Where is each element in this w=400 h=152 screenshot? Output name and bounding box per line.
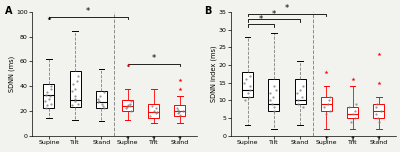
PathPatch shape — [174, 105, 186, 116]
Text: A: A — [6, 6, 13, 16]
PathPatch shape — [268, 79, 280, 111]
PathPatch shape — [70, 71, 81, 107]
PathPatch shape — [242, 72, 253, 97]
Text: *: * — [86, 7, 90, 16]
Text: †: † — [351, 136, 354, 142]
PathPatch shape — [373, 104, 384, 118]
Text: †: † — [152, 136, 156, 142]
Text: *: * — [259, 15, 263, 24]
Y-axis label: SDNN (ms): SDNN (ms) — [8, 56, 15, 92]
Text: *: * — [285, 4, 289, 13]
Text: *: * — [152, 54, 156, 63]
Text: *: * — [272, 10, 276, 19]
PathPatch shape — [96, 91, 107, 108]
Text: †: † — [377, 136, 381, 142]
Text: †: † — [126, 136, 129, 142]
Text: †: † — [178, 136, 182, 142]
PathPatch shape — [295, 79, 306, 104]
PathPatch shape — [321, 97, 332, 111]
PathPatch shape — [347, 107, 358, 118]
Y-axis label: SDNN index (ms): SDNN index (ms) — [211, 46, 217, 102]
Text: †: † — [324, 136, 328, 142]
PathPatch shape — [43, 84, 54, 108]
Text: B: B — [204, 6, 212, 16]
PathPatch shape — [122, 100, 133, 111]
PathPatch shape — [148, 104, 159, 118]
